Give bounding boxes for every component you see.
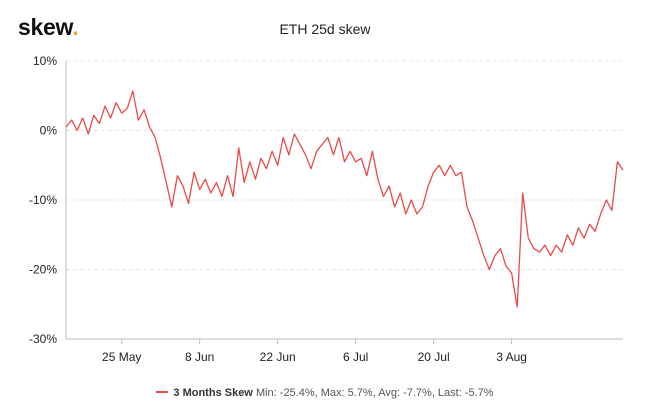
y-tick-label: 0%: [40, 124, 58, 138]
y-tick-label: -20%: [29, 263, 57, 277]
x-tick-label: 25 May: [102, 350, 141, 364]
legend-series-stats: Min: -25.4%, Max: 5.7%, Avg: -7.7%, Last…: [255, 387, 494, 399]
series-layer: [65, 90, 624, 308]
y-tick-label: 10%: [33, 54, 57, 68]
legend-series-name: 3 Months Skew: [173, 387, 253, 399]
axes: [65, 61, 623, 344]
x-tick-label: 8 Jun: [185, 350, 214, 364]
x-tick-label: 6 Jul: [343, 350, 368, 364]
logo-dot: .: [72, 14, 79, 40]
skew-logo: skew.: [18, 14, 79, 41]
y-tick-labels: 10% 0% -10% -20% -30%: [29, 54, 57, 346]
y-tick-label: -30%: [29, 332, 57, 346]
y-tick-label: -10%: [29, 193, 57, 207]
x-tick-label: 20 Jul: [418, 350, 450, 364]
legend[interactable]: 3 Months Skew Min: -25.4%, Max: 5.7%, Av…: [0, 387, 650, 399]
legend-swatch: [156, 391, 169, 394]
series-line-3-months-skew: [65, 90, 624, 308]
gridlines: [66, 60, 623, 270]
chart-title: ETH 25d skew: [279, 21, 371, 37]
logo-text: skew: [18, 14, 73, 40]
x-tick-label: 22 Jun: [260, 350, 296, 364]
x-tick-label: 3 Aug: [496, 350, 527, 364]
x-tick-labels: 25 May 8 Jun 22 Jun 6 Jul 20 Jul 3 Aug: [102, 350, 527, 364]
